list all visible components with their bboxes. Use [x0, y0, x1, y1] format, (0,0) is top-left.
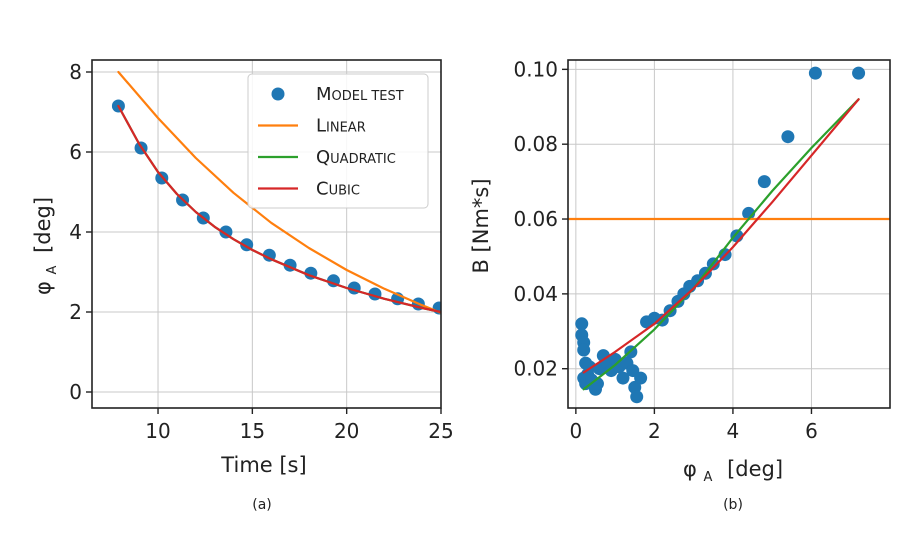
- panel-a-y-tick-label: 2: [69, 300, 82, 324]
- panel-b-quadratic-line: [582, 98, 860, 391]
- panel-a-y-axis-subscript: A: [45, 266, 60, 275]
- panel-b-y-axis-label: B [Nm*s]: [469, 178, 493, 273]
- panel-b-model-test-point: [852, 66, 866, 80]
- panel-a-ticks: 10 15 20 25 0 2 4 6 8: [69, 60, 453, 443]
- panel-b-frame: [567, 59, 891, 409]
- panel-a-x-tick-label: 10: [145, 419, 170, 443]
- panel-b-caption: (b): [723, 497, 743, 513]
- legend-quadratic-label: QUADRATIC: [316, 147, 396, 168]
- panel-a-y-tick-label: 6: [69, 140, 82, 164]
- panel-b-model-test-point: [757, 175, 771, 189]
- panel-a-x-tick-label: 25: [428, 419, 453, 443]
- panel-b-y-tick-label: 0.10: [513, 57, 558, 81]
- panel-b-y-tick-label: 0.02: [513, 357, 558, 381]
- panel-a-x-tick-label: 20: [334, 419, 359, 443]
- panel-a-y-tick-label: 4: [69, 220, 82, 244]
- panel-b-x-tick-label: 0: [569, 419, 582, 443]
- panel-b: 0 2 4 6 0.02 0.04 0.06 0.08 0.10 φ A [deg] B [Nm…: [469, 57, 891, 513]
- panel-a: 10 15 20 25 0 2 4 6 8 Time [s] φ A [deg] (a) MOD…: [31, 59, 454, 513]
- panel-a-y-tick-label: 8: [69, 60, 82, 84]
- panel-b-model-test-point: [808, 66, 822, 80]
- panel-b-data: [568, 66, 890, 404]
- svg-text:φ A [deg]: φ A [deg]: [31, 197, 61, 295]
- panel-a-y-axis-label: φ A [deg]: [31, 197, 61, 295]
- panel-b-y-tick-label: 0.04: [513, 282, 558, 306]
- panel-a-y-tick-label: 0: [69, 380, 82, 404]
- panel-b-x-axis-subscript: A: [703, 470, 712, 485]
- panel-a-legend: MODEL TEST LINEAR QUADRATIC CUBIC: [247, 73, 429, 209]
- panel-b-model-test-point: [634, 371, 648, 385]
- panel-a-x-tick-label: 15: [240, 419, 265, 443]
- svg-text:φ A [deg]: φ A [deg]: [683, 457, 783, 486]
- legend-model-test-label: MODEL TEST: [316, 84, 404, 105]
- panel-b-y-tick-label: 0.08: [513, 132, 558, 156]
- panel-b-model-test-point: [781, 130, 795, 144]
- panel-b-model-test-point: [575, 317, 589, 331]
- legend-linear-label: LINEAR: [316, 116, 366, 137]
- panel-a-cubic-line: [117, 104, 441, 314]
- panel-a-frame: [91, 59, 442, 409]
- panel-b-x-tick-label: 2: [648, 419, 661, 443]
- legend-cubic-label: CUBIC: [316, 179, 360, 200]
- panel-b-x-tick-label: 4: [727, 419, 740, 443]
- panel-b-x-axis-label: φ A [deg]: [683, 457, 783, 486]
- panel-b-x-axis-unit: [deg]: [727, 457, 783, 481]
- panel-a-x-axis-label: Time [s]: [220, 453, 306, 477]
- panel-b-model-test-point: [577, 343, 591, 357]
- panel-b-cubic-line: [582, 98, 860, 374]
- panel-b-y-tick-label: 0.06: [513, 207, 558, 231]
- panel-a-y-axis-symbol: φ: [31, 281, 55, 295]
- panel-a-y-axis-unit: [deg]: [31, 197, 55, 253]
- legend-model-test-marker: [271, 87, 285, 101]
- panel-a-model-test-point: [262, 248, 276, 262]
- panel-a-caption: (a): [252, 497, 272, 513]
- panel-b-model-test-point: [616, 371, 630, 385]
- legend-box: [247, 73, 429, 209]
- panel-a-linear-line: [117, 70, 441, 314]
- panel-b-x-axis-symbol: φ: [683, 457, 697, 481]
- panel-b-ticks: 0 2 4 6 0.02 0.04 0.06 0.08 0.10: [513, 57, 817, 443]
- panel-a-data: [111, 70, 441, 315]
- panel-b-model-test-point: [630, 390, 644, 404]
- panel-b-x-tick-label: 6: [805, 419, 818, 443]
